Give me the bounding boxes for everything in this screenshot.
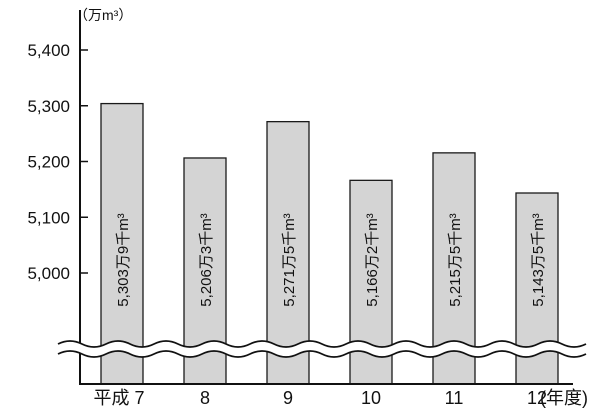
x-tick-labels: 平成 7 8 9 10 11 12 [93, 388, 547, 408]
y-unit-label: （万m³） [74, 7, 132, 23]
axis-break-line-top [57, 340, 587, 348]
bar-data-label: 5,215万5千m³ [447, 213, 464, 306]
bar-data-label: 5,303万9千m³ [115, 213, 132, 306]
x-unit-label: (年度) [540, 388, 588, 408]
y-tick-label: 5,100 [27, 208, 70, 227]
bar-data-label: 5,143万5千m³ [530, 213, 547, 306]
axis-break [57, 340, 587, 358]
bar [100, 102, 144, 385]
y-tick-label: 5,200 [27, 153, 70, 172]
x-tick-label: 11 [445, 388, 464, 408]
x-tick-label: 10 [361, 388, 381, 408]
bar-data-label: 5,166万2千m³ [364, 213, 381, 306]
y-ticks: 5,000 5,100 5,200 5,300 5,400 [27, 41, 88, 283]
axis-break-mask [58, 341, 586, 357]
x-tick-label: 8 [200, 388, 210, 408]
bar [266, 120, 310, 385]
bar-data-label: 5,206万3千m³ [198, 213, 215, 306]
axis-break-line-bottom [57, 350, 587, 358]
x-tick-label: 9 [283, 388, 293, 408]
y-tick-label: 5,400 [27, 41, 70, 60]
bar-data-label: 5,271万5千m³ [281, 213, 298, 306]
axes [79, 10, 573, 385]
y-tick-label: 5,000 [27, 264, 70, 283]
y-tick-label: 5,300 [27, 97, 70, 116]
bars: 5,303万9千m³ 5,206万3千m³ 5,271万5千m³ 5,166万2千m³… [100, 102, 559, 385]
x-tick-label: 平成 7 [93, 388, 144, 408]
x-tick-label: 12 [527, 388, 547, 408]
